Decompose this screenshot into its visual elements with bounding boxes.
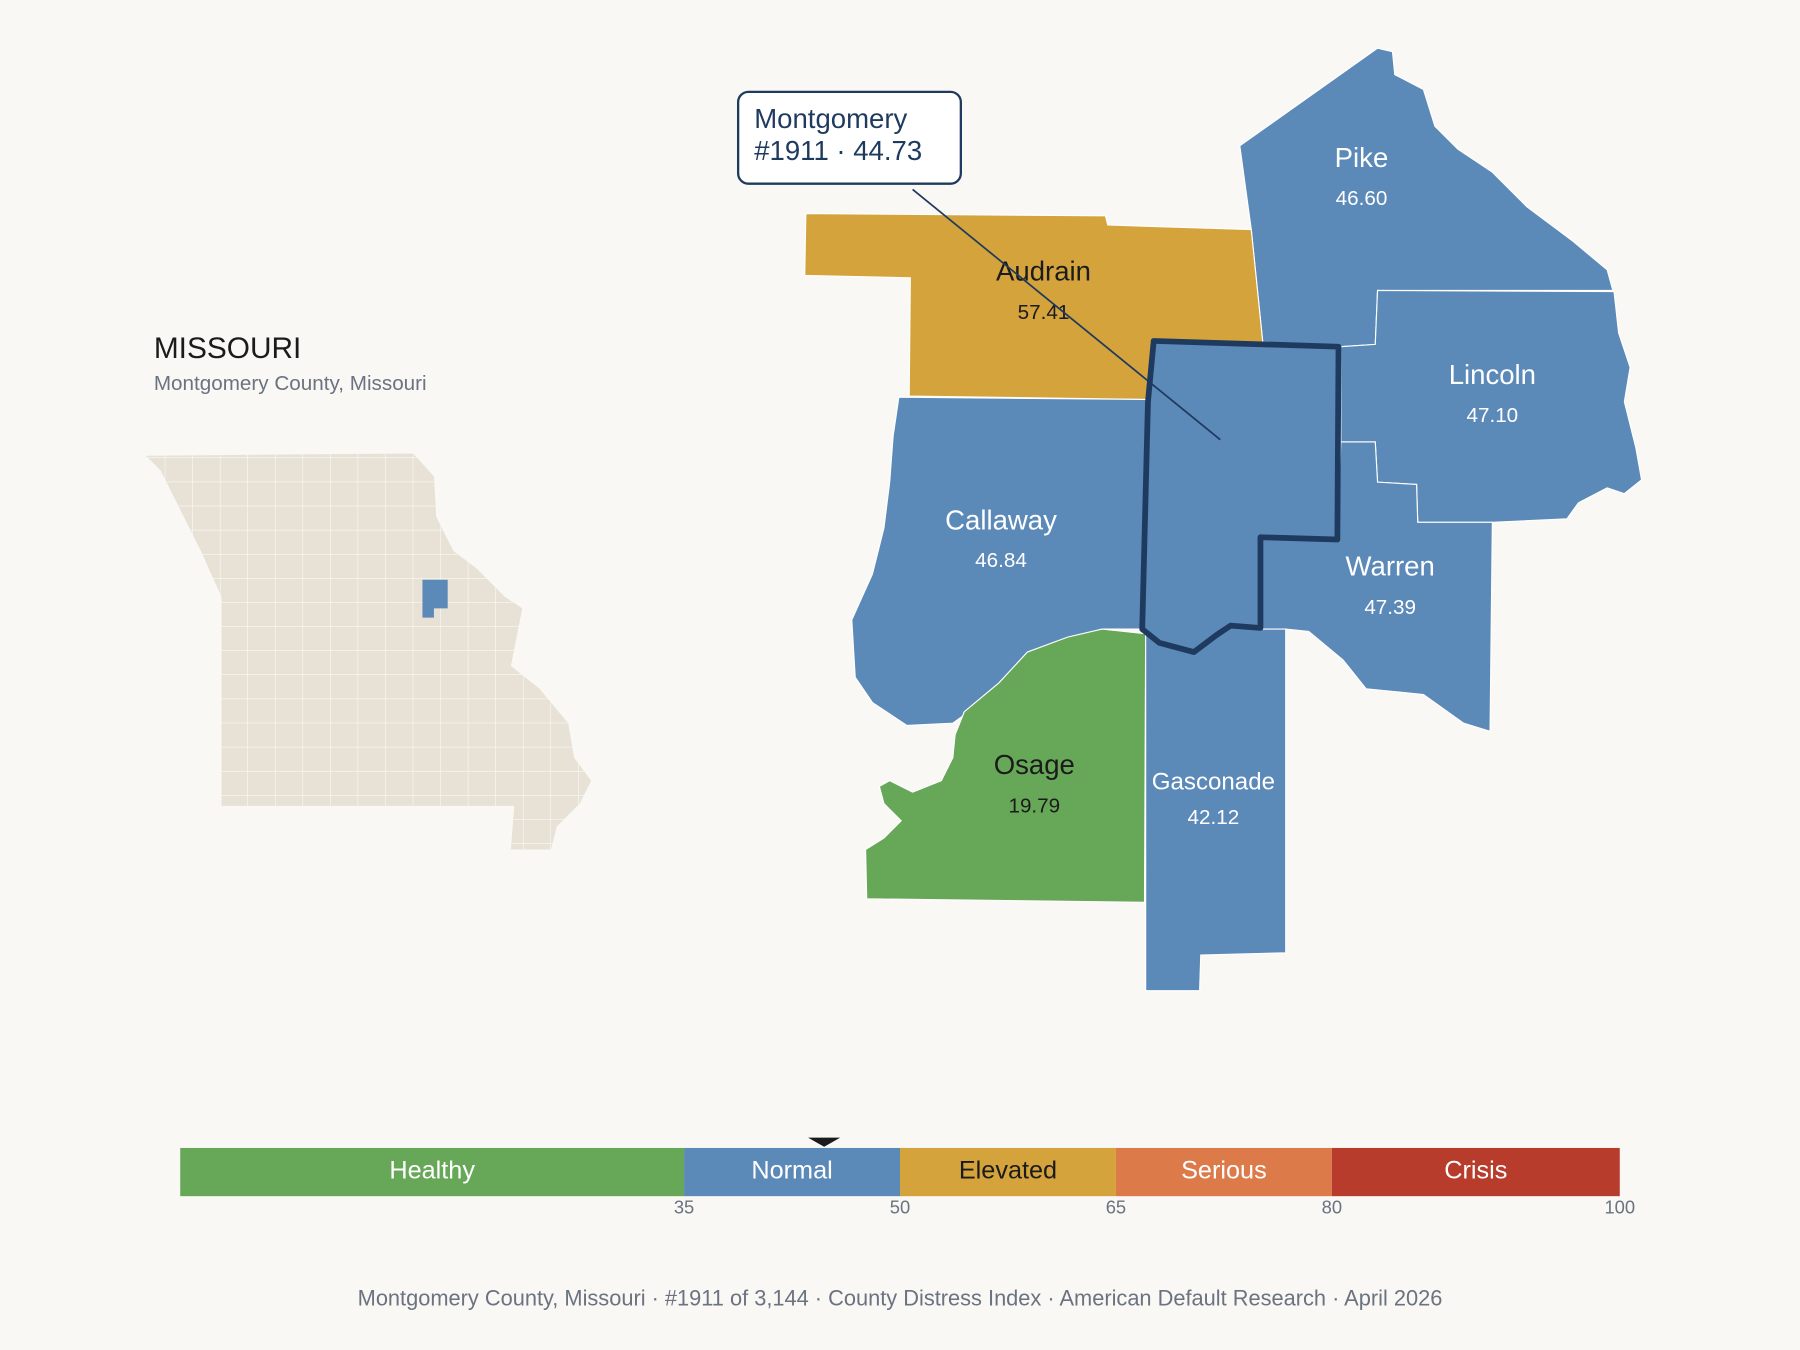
legend-tick-label: 100	[1604, 1197, 1635, 1218]
county	[851, 396, 1149, 727]
state-map	[145, 453, 592, 850]
legend-band	[1115, 1147, 1332, 1197]
title: MISSOURI	[154, 332, 302, 365]
legend-band-label: Healthy	[389, 1157, 475, 1185]
state-highlight	[422, 579, 448, 618]
legend-band	[684, 1147, 900, 1197]
county-name: Pike	[1335, 142, 1389, 173]
legend-band	[180, 1147, 685, 1197]
county-name: Audrain	[996, 255, 1091, 286]
legend-tick-label: 80	[1322, 1197, 1342, 1218]
legend-band-label: Elevated	[959, 1157, 1057, 1185]
footer: Montgomery County, Missouri · #1911 of 3…	[358, 1285, 1443, 1310]
county-name: Warren	[1346, 551, 1435, 582]
legend-band-label: Serious	[1181, 1157, 1267, 1185]
county-value: 47.39	[1364, 596, 1416, 619]
legend-band	[900, 1147, 1116, 1197]
county	[864, 628, 1147, 903]
callout: Montgomery #1911 · 44.73	[736, 90, 1221, 441]
legend-marker	[808, 1137, 841, 1147]
county-value: 19.79	[1008, 794, 1060, 817]
county-value: 42.12	[1188, 806, 1240, 829]
legend-band-label: Normal	[751, 1157, 832, 1185]
county-name: Osage	[994, 749, 1075, 780]
subtitle: Montgomery County, Missouri	[154, 372, 427, 395]
legend-band	[1331, 1147, 1620, 1197]
legend-band-label: Crisis	[1444, 1157, 1507, 1185]
legend: Healthy Normal Elevated Serious Crisis 35 50 65…	[180, 1137, 1635, 1218]
legend-tick-label: 35	[674, 1197, 694, 1218]
county-name: Callaway	[945, 505, 1057, 536]
legend-tick-label: 65	[1106, 1197, 1126, 1218]
county-value: 47.10	[1466, 404, 1518, 427]
callout-label: #1911 · 44.73	[754, 135, 922, 166]
county-value: 46.84	[975, 549, 1027, 572]
county-name: Lincoln	[1449, 359, 1536, 390]
callout-name: Montgomery	[754, 103, 907, 134]
county-value: 57.41	[1018, 301, 1070, 324]
county-grid	[145, 453, 592, 850]
callout-box	[736, 90, 962, 185]
legend-tick-label: 50	[890, 1197, 910, 1218]
focus-county	[1139, 338, 1342, 655]
county-name: Gasconade	[1152, 768, 1275, 795]
region-map: Pike 46.60 Audrain 57.41 Lincoln 47.10 Callawa…	[804, 47, 1643, 992]
leader-line	[912, 188, 1221, 441]
county-value: 46.60	[1336, 187, 1388, 210]
